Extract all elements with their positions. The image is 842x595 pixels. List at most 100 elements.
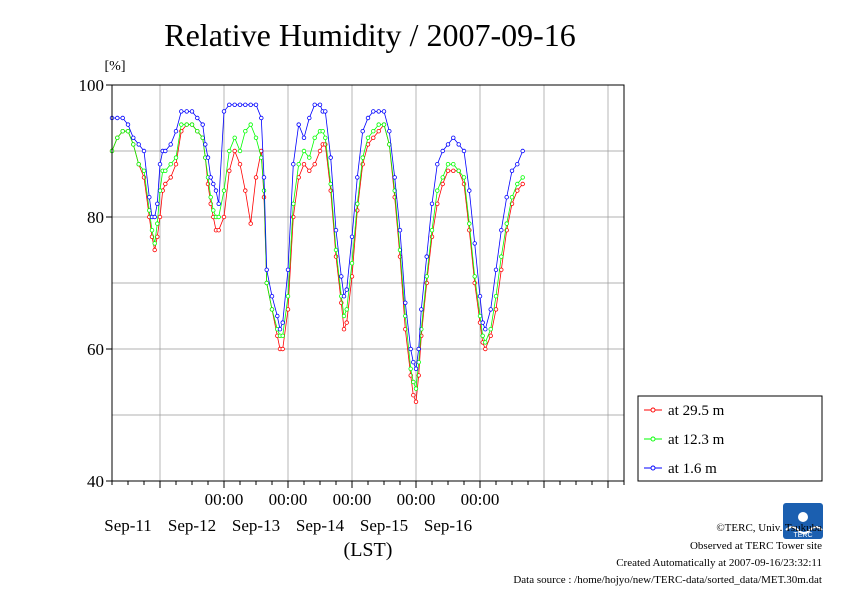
y-axis-label: [%] — [105, 59, 126, 74]
x-axis-label: (LST) — [344, 539, 393, 561]
data-point — [259, 155, 264, 160]
data-point — [424, 280, 429, 286]
data-point — [344, 307, 349, 312]
data-point — [397, 227, 403, 233]
data-point — [261, 175, 267, 180]
data-point — [163, 148, 168, 154]
data-point — [493, 267, 499, 272]
data-point — [232, 102, 237, 107]
data-point — [213, 188, 219, 193]
data-point — [243, 128, 248, 134]
data-point — [411, 360, 416, 365]
grid-lines — [112, 85, 624, 481]
data-point — [203, 142, 208, 147]
data-point — [328, 188, 333, 193]
data-point — [371, 128, 376, 134]
legend: at 29.5 m at 12.3 m at 1.6 m — [637, 395, 823, 482]
data-point — [163, 168, 168, 173]
x-tick-label: 00:00 — [461, 490, 500, 509]
data-point — [136, 161, 141, 167]
data-point — [291, 201, 296, 206]
data-point — [429, 227, 435, 233]
data-point — [211, 181, 216, 187]
data-point — [312, 102, 317, 107]
data-point — [520, 175, 525, 180]
data-point — [259, 115, 264, 121]
data-point — [504, 221, 509, 226]
data-point — [341, 313, 347, 319]
data-point — [173, 161, 179, 167]
legend-swatch-marker — [650, 436, 656, 442]
data-point — [141, 168, 147, 173]
data-point — [349, 261, 355, 266]
x-day-label: Sep-16 — [424, 516, 472, 535]
data-point — [424, 274, 429, 279]
legend-label: at 29.5 m — [668, 403, 725, 419]
x-day-label: Sep-14 — [296, 516, 345, 535]
data-point — [365, 135, 371, 140]
data-point — [221, 109, 227, 114]
data-point — [147, 194, 152, 200]
data-point — [339, 274, 344, 279]
data-point — [392, 194, 397, 200]
data-point — [317, 102, 323, 107]
series-layer — [109, 102, 525, 404]
series-line — [111, 123, 524, 402]
data-point — [408, 346, 413, 352]
data-point — [341, 294, 347, 299]
data-point — [275, 313, 280, 319]
data-point — [456, 142, 461, 147]
x-tick-label: 00:00 — [205, 490, 244, 509]
data-point — [355, 201, 360, 206]
data-point — [376, 122, 381, 127]
data-point — [285, 294, 291, 299]
logo-wave-icon — [785, 526, 823, 534]
series-at-1-6-m — [109, 102, 525, 371]
data-point — [445, 161, 451, 167]
data-point — [168, 142, 173, 147]
data-point — [520, 148, 525, 154]
data-point — [483, 327, 488, 332]
data-point — [328, 181, 333, 187]
data-point — [480, 333, 485, 338]
data-point — [208, 194, 213, 200]
x-tick-label: 00:00 — [333, 490, 372, 509]
data-point — [269, 294, 275, 299]
y-tick-label: 40 — [87, 472, 104, 491]
data-point — [227, 148, 232, 154]
data-point — [435, 188, 440, 193]
data-point — [451, 135, 456, 140]
data-point — [520, 181, 525, 187]
x-tick-label: 00:00 — [397, 490, 436, 509]
data-point — [344, 287, 349, 292]
data-point — [323, 109, 328, 114]
data-point — [152, 214, 157, 220]
data-point — [355, 175, 360, 180]
data-point — [248, 122, 253, 127]
data-point — [307, 115, 312, 121]
data-point — [392, 175, 397, 180]
data-point — [243, 188, 248, 193]
data-point — [333, 227, 339, 233]
data-point — [504, 194, 509, 200]
data-point — [157, 188, 163, 193]
data-point — [381, 122, 387, 127]
data-point — [371, 135, 376, 140]
data-point — [189, 122, 195, 127]
data-point — [483, 340, 488, 345]
legend-label: at 12.3 m — [668, 432, 725, 448]
y-tick-label: 80 — [87, 208, 104, 227]
data-point — [136, 142, 141, 147]
data-point — [200, 122, 205, 127]
data-point — [312, 135, 317, 140]
x-day-label: Sep-15 — [360, 516, 408, 535]
data-point — [152, 247, 157, 253]
data-point — [280, 333, 285, 338]
y-tick-label: 60 — [87, 340, 104, 359]
data-point — [184, 109, 189, 114]
data-point — [120, 115, 125, 121]
series-line — [112, 104, 524, 371]
y-tick-label: 100 — [79, 76, 105, 95]
data-point — [312, 161, 317, 167]
